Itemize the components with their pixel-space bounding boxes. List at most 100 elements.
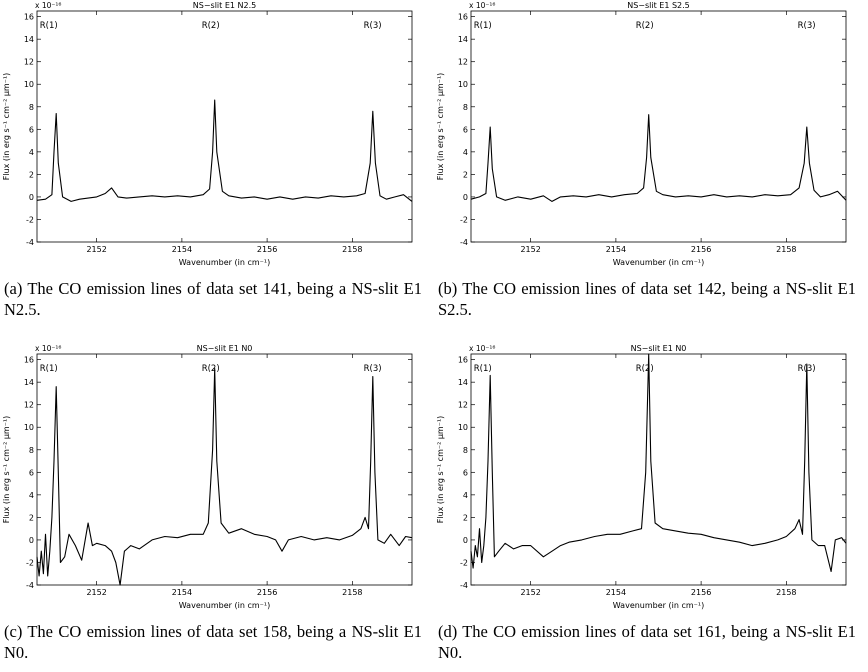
y-tick-label: 16 [24,13,34,22]
chart-title: NS−slit E1 N0 [631,344,687,353]
x-tick-label: 2158 [342,588,362,597]
y-tick-label: 12 [458,58,468,67]
x-tick-label: 2156 [691,245,711,254]
y-tick-label: 8 [29,446,34,455]
y-tick-label: 2 [29,170,34,179]
figure-caption: (c) The CO emission lines of data set 15… [4,622,422,662]
y-tick-label: -2 [460,558,468,567]
y-tick-label: -2 [26,215,34,224]
y-exponent-label: x 10⁻¹⁶ [35,1,61,10]
y-axis-label: Flux (in erg s⁻¹ cm⁻² μm⁻¹) [436,73,445,181]
y-tick-label: 8 [463,103,468,112]
y-tick-label: 6 [29,468,34,477]
y-tick-label: 4 [29,491,34,500]
chart-title: NS−slit E1 S2.5 [627,1,690,10]
y-axis-label: Flux (in erg s⁻¹ cm⁻² μm⁻¹) [436,416,445,524]
line-chart: -4 -2 0 2 4 6 8 10 12 14 16 2152 2154 2156 2158 NS−slit… [2,1,413,267]
y-tick-label: 14 [24,35,34,44]
figure-caption: (b) The CO emission lines of data set 14… [438,279,856,319]
y-tick-label: -4 [26,238,34,247]
line-annotation: R(2) [636,364,654,374]
x-tick-label: 2154 [172,245,192,254]
x-tick-label: 2154 [606,588,626,597]
y-tick-label: 6 [29,125,34,134]
x-tick-label: 2152 [86,245,106,254]
y-tick-label: 12 [458,401,468,410]
y-tick-label: 0 [463,193,468,202]
y-tick-label: -2 [460,215,468,224]
y-tick-label: 14 [458,35,468,44]
x-axis-label: Wavenumber (in cm⁻¹) [179,601,270,610]
y-tick-label: 10 [24,80,34,89]
x-tick-label: 2156 [257,588,277,597]
line-chart: -4 -2 0 2 4 6 8 10 12 14 16 2152 2154 2156 2158 NS−slit… [436,1,847,267]
chart-panel: -4 -2 0 2 4 6 8 10 12 14 16 2152 2154 2156 2158 NS−slit… [434,343,868,672]
x-axis-label: Wavenumber (in cm⁻¹) [613,601,704,610]
chart-panel: -4 -2 0 2 4 6 8 10 12 14 16 2152 2154 2156 2158 NS−slit… [0,0,434,329]
y-tick-label: 14 [458,378,468,387]
y-tick-label: 4 [29,148,34,157]
y-tick-label: -4 [26,581,34,590]
x-tick-label: 2152 [86,588,106,597]
y-tick-label: 16 [458,356,468,365]
line-annotation: R(3) [364,21,382,31]
line-annotation: R(1) [474,21,492,31]
plot-frame [470,10,847,243]
figure-caption: (a) The CO emission lines of data set 14… [4,279,422,319]
y-tick-label: 0 [463,536,468,545]
y-tick-label: 0 [29,193,34,202]
x-tick-label: 2152 [520,588,540,597]
plot-frame [470,353,847,586]
y-axis-label: Flux (in erg s⁻¹ cm⁻² μm⁻¹) [2,73,11,181]
y-tick-label: 6 [463,468,468,477]
line-annotation: R(1) [40,21,58,31]
y-tick-label: -2 [26,558,34,567]
line-annotation: R(2) [202,364,220,374]
spectrum-line [470,114,847,202]
y-tick-label: 12 [24,401,34,410]
spectrum-line [470,353,847,573]
y-tick-label: -4 [460,581,468,590]
spectrum-line [36,368,413,586]
y-exponent-label: x 10⁻¹⁶ [35,344,61,353]
line-annotation: R(1) [474,364,492,374]
line-annotation: R(3) [798,21,816,31]
chart-panel: -4 -2 0 2 4 6 8 10 12 14 16 2152 2154 2156 2158 NS−slit… [0,343,434,672]
y-tick-label: -4 [460,238,468,247]
x-tick-label: 2156 [257,245,277,254]
y-tick-label: 2 [463,170,468,179]
line-chart: -4 -2 0 2 4 6 8 10 12 14 16 2152 2154 2156 2158 NS−slit… [2,344,413,610]
y-exponent-label: x 10⁻¹⁶ [469,344,495,353]
x-tick-label: 2156 [691,588,711,597]
y-tick-label: 2 [463,513,468,522]
y-tick-label: 12 [24,58,34,67]
x-tick-label: 2152 [520,245,540,254]
y-tick-label: 10 [458,80,468,89]
line-annotation: R(1) [40,364,58,374]
plot-frame [36,10,413,243]
x-axis-label: Wavenumber (in cm⁻¹) [613,258,704,267]
line-annotation: R(3) [364,364,382,374]
y-tick-label: 6 [463,125,468,134]
y-tick-label: 8 [463,446,468,455]
chart-panel: -4 -2 0 2 4 6 8 10 12 14 16 2152 2154 2156 2158 NS−slit… [434,0,868,329]
y-tick-label: 2 [29,513,34,522]
y-tick-label: 4 [463,148,468,157]
y-tick-label: 8 [29,103,34,112]
chart-title: NS−slit E1 N2.5 [193,1,256,10]
line-chart: -4 -2 0 2 4 6 8 10 12 14 16 2152 2154 2156 2158 NS−slit… [436,344,847,610]
y-tick-label: 16 [24,356,34,365]
y-tick-label: 0 [29,536,34,545]
line-annotation: R(2) [202,21,220,31]
x-tick-label: 2154 [172,588,192,597]
y-tick-label: 10 [24,423,34,432]
plot-frame [36,353,413,586]
x-tick-label: 2158 [342,245,362,254]
x-tick-label: 2158 [776,245,796,254]
x-axis-label: Wavenumber (in cm⁻¹) [179,258,270,267]
y-tick-label: 14 [24,378,34,387]
x-tick-label: 2158 [776,588,796,597]
chart-title: NS−slit E1 N0 [197,344,253,353]
y-tick-label: 4 [463,491,468,500]
y-exponent-label: x 10⁻¹⁶ [469,1,495,10]
